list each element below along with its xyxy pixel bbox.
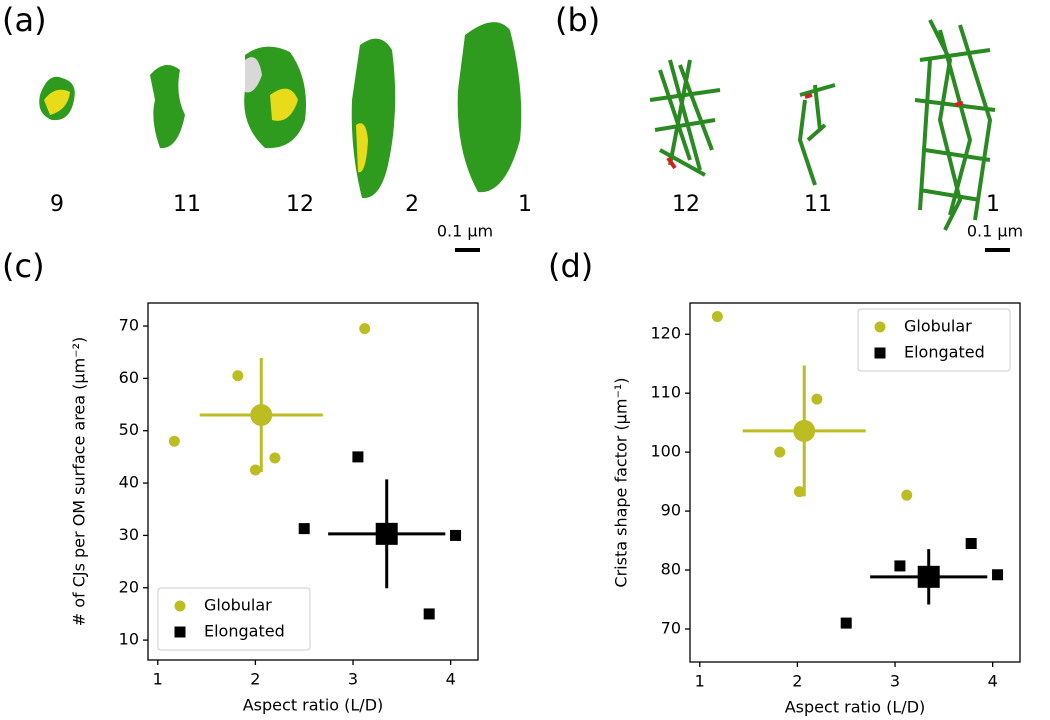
y-tick-label: 80 [661,560,681,579]
point [774,446,786,458]
legend-label: Elongated [904,343,985,362]
legend-box [157,587,311,651]
y-tick-label: 10 [119,630,139,649]
legend-marker [874,347,886,359]
x-tick-label: 2 [250,670,260,689]
y-tick-label: 100 [650,442,681,461]
point [811,393,823,405]
x-tick-label: 2 [792,672,802,691]
legend-marker [174,600,186,612]
point [450,529,462,541]
x-tick-label: 4 [446,670,456,689]
sample-id: 11 [804,192,832,217]
point [168,435,180,447]
point [249,464,261,476]
y-tick-label: 110 [650,383,681,402]
point [423,608,435,620]
y-axis-label: # of CJs per OM surface area (μm⁻²) [70,337,89,627]
render-b [649,19,996,231]
y-tick-label: 60 [119,368,139,387]
sample-id: 12 [286,192,314,217]
panel-label: (a) [2,1,47,39]
sample-id: 1 [986,192,1000,217]
y-tick-label: 70 [661,618,681,637]
x-tick-label: 1 [153,670,163,689]
legend-label: Globular [204,596,272,615]
sample-id: 11 [173,192,201,217]
mean-marker [793,419,816,442]
x-tick-label: 3 [348,670,358,689]
point [793,486,805,498]
sample-id: 9 [50,192,64,217]
sample-id: 12 [672,192,700,217]
panel-label: (d) [548,247,593,285]
point [894,560,906,572]
y-tick-label: 120 [650,324,681,343]
plot-frame [147,302,479,661]
mean-marker [250,404,273,427]
y-tick-label: 40 [119,473,139,492]
point [711,311,723,323]
legend-marker [174,626,186,638]
panel-label: (b) [555,1,600,39]
legend-box [857,308,1011,372]
legend-marker [874,321,886,333]
scale-bar-label: 0.1 μm [437,222,493,241]
render-a [39,22,522,199]
point [298,523,310,535]
point [352,451,364,463]
y-tick-label: 50 [119,420,139,439]
point [232,370,244,382]
plot-frame [689,302,1021,663]
point [840,617,852,629]
y-axis-label: Crista shape factor (μm⁻¹) [612,377,631,587]
point [965,538,977,550]
legend-label: Elongated [204,622,285,641]
x-tick-label: 3 [890,672,900,691]
panel-label: (c) [2,247,45,285]
x-axis-label: Aspect ratio (L/D) [785,698,926,717]
x-tick-label: 4 [988,672,998,691]
y-tick-label: 90 [661,501,681,520]
scale-bar-label: 0.1 μm [967,222,1023,241]
sample-id: 1 [518,192,532,217]
y-tick-label: 30 [119,525,139,544]
mean-marker [375,522,398,545]
y-tick-label: 20 [119,577,139,596]
sample-id: 2 [405,192,419,217]
point [901,489,913,501]
mean-marker [917,565,940,588]
x-tick-label: 1 [695,672,705,691]
x-axis-label: Aspect ratio (L/D) [243,696,384,715]
y-tick-label: 70 [119,316,139,335]
point [992,569,1004,581]
legend-label: Globular [904,317,972,336]
point [269,452,281,464]
point [359,323,371,335]
